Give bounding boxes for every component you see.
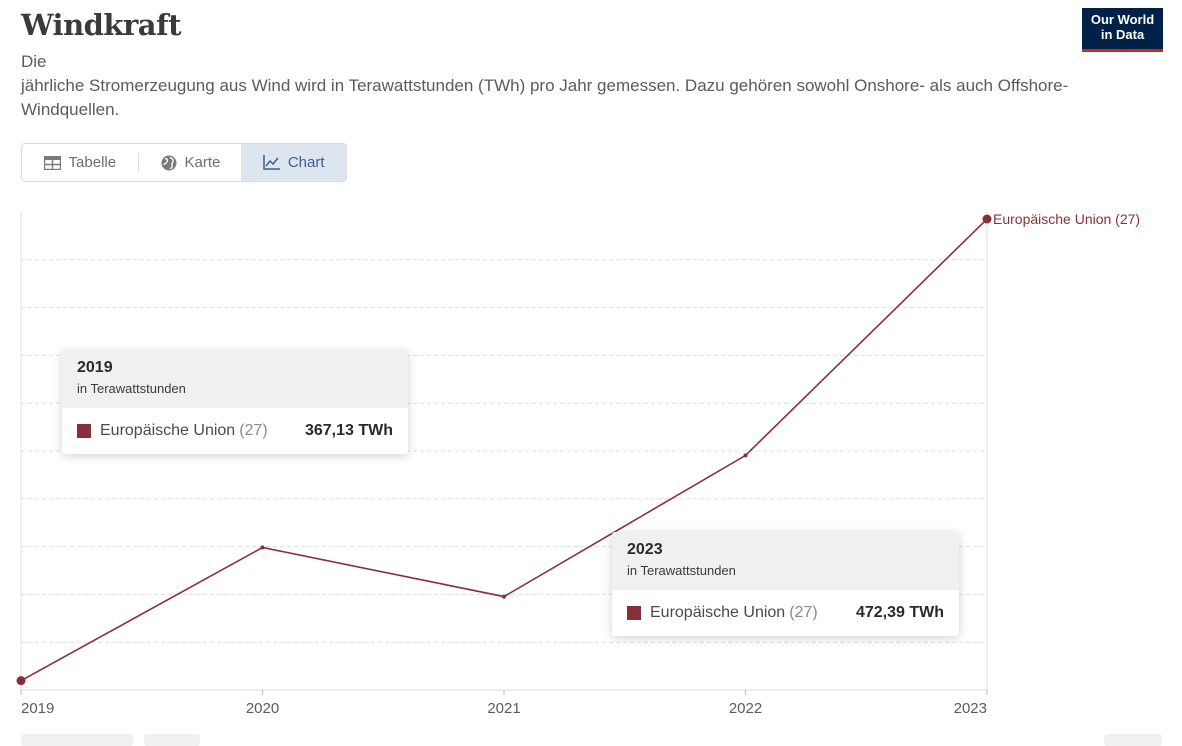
x-tick-label: 2020 bbox=[246, 700, 279, 717]
tooltip-row: Europäische Union (27) 367,13 TWh bbox=[62, 408, 408, 454]
series-swatch bbox=[627, 606, 641, 620]
x-tick-label: 2022 bbox=[729, 700, 762, 717]
x-tick-label: 2019 bbox=[21, 700, 54, 717]
footer-control[interactable] bbox=[21, 734, 133, 746]
logo-line-2: in Data bbox=[1100, 27, 1145, 42]
tooltip-header: 2023 in Terawattstunden bbox=[612, 532, 959, 590]
data-point[interactable] bbox=[502, 594, 506, 599]
tooltip-entity-name: Europäische Union bbox=[650, 604, 786, 621]
line-chart-icon bbox=[263, 154, 281, 172]
data-point[interactable] bbox=[743, 453, 748, 458]
tooltip-year: 2023 bbox=[627, 541, 663, 558]
tooltip-unit: in Terawattstunden bbox=[77, 381, 186, 396]
logo-line-1: Our World bbox=[1090, 12, 1155, 27]
x-tick-label: 2021 bbox=[487, 700, 520, 717]
globe-icon bbox=[160, 154, 178, 172]
chart-subtitle: Die jährliche Stromerzeugung aus Wind wi… bbox=[21, 52, 1069, 119]
line-chart: 2019 2020 2021 2022 2023 Europäische Union (… bbox=[16, 211, 1141, 717]
tooltip-entity-name: Europäische Union bbox=[100, 422, 236, 439]
data-point[interactable] bbox=[16, 676, 26, 686]
chart-series[interactable]: Europäische Union (27) bbox=[16, 211, 1141, 686]
tab-table[interactable]: Tabelle bbox=[22, 144, 138, 181]
footer-control[interactable] bbox=[144, 734, 200, 746]
tab-map[interactable]: Karte bbox=[139, 144, 242, 181]
tab-chart-label: Chart bbox=[287, 154, 325, 171]
tooltip-2023: 2023 in Terawattstunden Europäische Unio… bbox=[612, 532, 959, 636]
tab-table-label: Tabelle bbox=[68, 154, 117, 171]
owid-logo[interactable]: Our World in Data bbox=[1082, 8, 1163, 52]
tab-chart[interactable]: Chart bbox=[241, 144, 346, 181]
tooltip-2019: 2019 in Terawattstunden Europäische Unio… bbox=[62, 350, 408, 454]
x-axis: 2019 2020 2021 2022 2023 bbox=[20, 690, 988, 717]
tooltip-entity-code: (27) bbox=[789, 604, 818, 621]
tooltip-row: Europäische Union (27) 472,39 TWh bbox=[612, 590, 959, 636]
tooltip-header: 2019 in Terawattstunden bbox=[62, 350, 408, 408]
footer-control[interactable] bbox=[1104, 734, 1162, 746]
table-icon bbox=[44, 154, 62, 172]
tooltip-unit: in Terawattstunden bbox=[627, 563, 736, 578]
tooltip-year: 2019 bbox=[77, 359, 113, 376]
series-swatch bbox=[77, 424, 91, 438]
series-end-label[interactable]: Europäische Union (27) bbox=[993, 211, 1140, 227]
tooltip-value: 472,39 TWh bbox=[855, 604, 944, 621]
view-tabs: Tabelle Karte Chart bbox=[21, 143, 347, 182]
x-tick-label: 2023 bbox=[954, 700, 987, 717]
tooltip-entity-code: (27) bbox=[239, 422, 268, 439]
data-point[interactable] bbox=[982, 214, 992, 224]
tab-map-label: Karte bbox=[184, 154, 221, 171]
chart-title: Windkraft bbox=[21, 8, 181, 42]
tab-divider bbox=[137, 153, 139, 172]
tooltip-value: 367,13 TWh bbox=[304, 422, 393, 439]
data-point[interactable] bbox=[260, 545, 265, 550]
